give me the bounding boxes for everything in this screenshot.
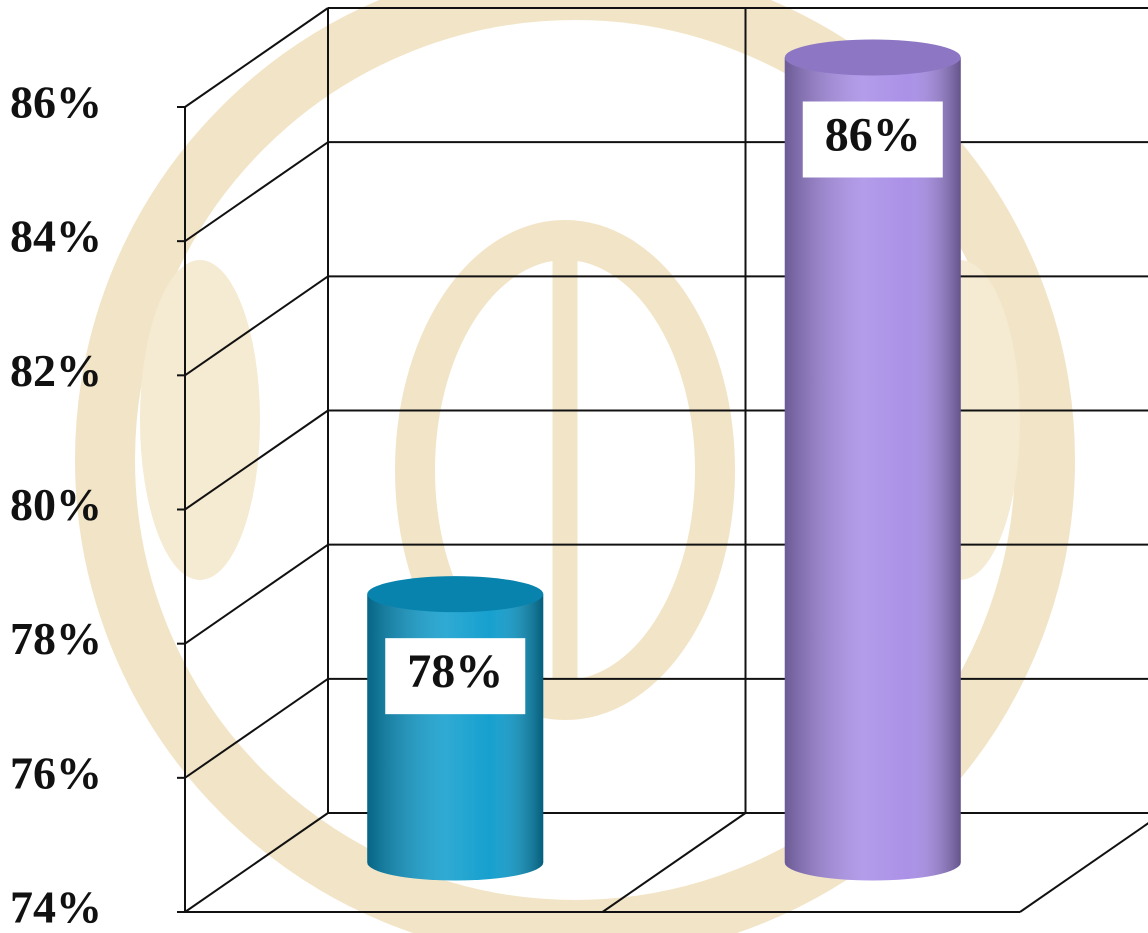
y-tick-label: 78% xyxy=(10,613,102,664)
y-tick-label: 80% xyxy=(10,479,102,530)
y-tick-label: 76% xyxy=(10,747,102,798)
y-tick-label: 86% xyxy=(10,77,102,128)
value-label: 78% xyxy=(407,645,503,698)
floor-divider xyxy=(1020,813,1148,912)
y-tick-label: 84% xyxy=(10,211,102,262)
bar-top-shade xyxy=(785,40,961,76)
bar-shade xyxy=(785,58,961,881)
bar-top-shade xyxy=(367,576,543,612)
bar-shade xyxy=(367,594,543,880)
value-label: 86% xyxy=(825,109,921,162)
y-tick-label: 82% xyxy=(10,345,102,396)
y-tick-label: 74% xyxy=(10,882,102,933)
chart: 74% 76% 78% 80% 82% 84% 86% 78% 86% xyxy=(0,0,1148,933)
